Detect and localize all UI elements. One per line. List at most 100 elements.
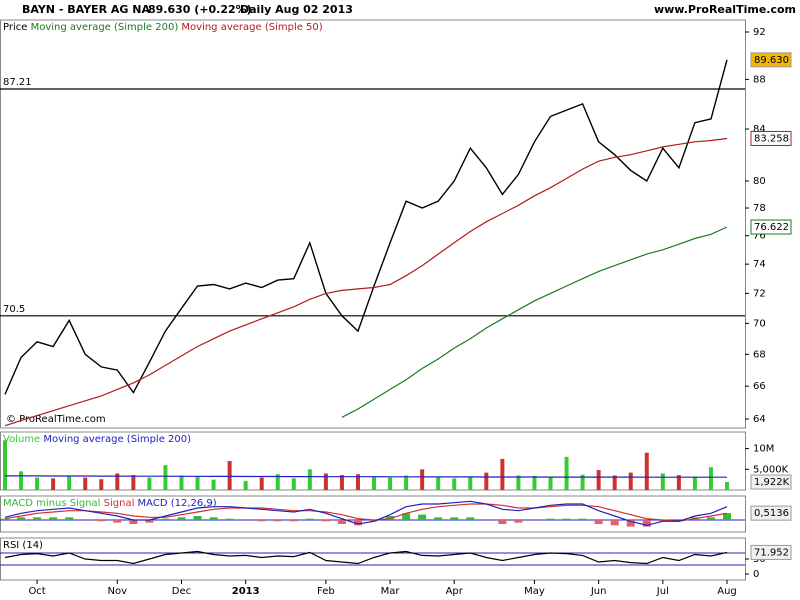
volume-bar [3,440,7,490]
x-tick-label: Oct [28,586,45,597]
symbol: BAYN - BAYER AG NA [22,3,150,16]
last-value-box [750,130,792,146]
macd-histogram-bar [546,518,555,520]
x-tick-label: Nov [108,586,128,597]
volume-bar [388,477,393,490]
macd-histogram-bar [209,517,218,520]
volume-bar [532,475,537,490]
last-value-label: 76.622 [754,222,789,233]
legend-entry: Price [3,22,31,33]
y-tick-label: 80 [753,176,766,187]
macd-histogram-bar [49,517,58,520]
macd-histogram-bar [562,518,571,520]
x-tick-label: Mar [381,586,401,597]
macd-histogram-bar [113,520,122,523]
y-tick-label: 70 [753,318,766,329]
macd-histogram-bar [129,520,138,524]
legend-entry: Moving average (Simple 200) [43,434,191,445]
series-line [4,503,728,522]
y-tick-label: 10M [753,444,774,455]
macd-histogram-bar [434,517,443,520]
volume-bar [516,475,521,490]
volume-bar [355,474,360,490]
volume-bar [420,469,425,490]
volume-bar [67,475,72,490]
series-line [341,226,728,418]
series-line [4,59,728,395]
macd-histogram-bar [466,517,475,520]
last-value-label: 71.952 [754,547,789,558]
volume-bar [692,476,697,490]
macd-histogram-bar [353,520,362,526]
last-value-box [750,219,792,235]
volume-bar [596,470,601,490]
volume-bar [500,458,505,490]
volume-bar [243,480,248,490]
legend: Price Moving average (Simple 200) Moving… [3,22,323,33]
macd-histogram-bar [177,517,186,520]
last-value-box [750,544,792,560]
legend: MACD minus Signal Signal MACD (12,26,9) [3,498,217,509]
macd-histogram-bar [273,520,282,522]
x-tick-label: Jun [590,586,607,597]
legend-entry: MACD (12,26,9) [138,498,217,509]
macd-histogram-bar [161,518,170,520]
volume-bar [83,477,88,490]
macd-histogram-bar [337,520,346,524]
panel-frame [0,495,746,533]
y-tick-label: 68 [753,349,766,360]
volume-bar [147,477,152,490]
macd-histogram-bar [594,520,603,524]
y-tick-label: 88 [753,74,766,85]
y-tick-label: 72 [753,288,766,299]
macd-histogram-bar [723,513,731,520]
legend-entry: Volume [3,434,43,445]
volume-bar [35,477,40,490]
volume-bar [676,475,681,490]
legend: RSI (14) [3,540,43,551]
volume-bar [259,477,264,490]
macd-histogram-bar [225,518,234,520]
macd-histogram-bar [193,516,202,520]
macd-histogram-bar [418,514,427,520]
last-value-box [750,505,792,521]
macd-histogram-bar [402,513,411,520]
volume-bar [179,475,184,490]
legend-entry: Signal [104,498,138,509]
macd-histogram-bar [321,520,330,522]
y-tick-label: 78 [753,203,766,214]
volume-bar [275,474,280,490]
macd-histogram-bar [578,518,587,520]
y-tick-label: 64 [753,414,766,425]
volume-bar [468,476,473,490]
last-value-label: 89.630 [754,55,789,66]
volume-bar [612,475,617,490]
x-tick-label: Jul [656,586,669,597]
macd-histogram-bar [514,520,523,523]
x-tick-label: Dec [172,586,191,597]
volume-bar [51,478,56,490]
macd-histogram-bar [610,520,619,526]
series-line [4,550,728,565]
legend-entry: Moving average (Simple 200) [31,22,182,33]
volume-bar [19,471,24,490]
legend-entry: Moving average (Simple 50) [181,22,322,33]
y-tick-label: 76 [753,231,766,242]
macd-histogram-bar [450,517,459,520]
volume-bar [323,473,328,490]
period: Daily Aug 02 2013 [240,3,353,16]
series-line [4,137,728,427]
macd-histogram-bar [33,517,42,520]
volume-bar [339,475,344,490]
y-tick-label: 5,000K [753,464,789,475]
volume-bar [484,472,489,490]
last-value-label: 83.258 [754,133,789,144]
macd-histogram-bar [145,520,154,523]
macd-histogram-bar [626,520,635,527]
level-label: 70.5 [3,304,25,315]
macd-histogram-bar [97,520,106,522]
y-tick-label: 92 [753,27,766,38]
volume-bar [644,452,649,490]
